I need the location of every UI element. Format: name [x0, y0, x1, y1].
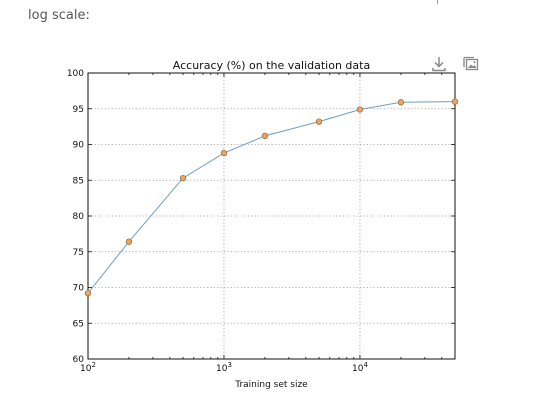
data-point — [261, 132, 269, 140]
chart-axes: 60 65 70 75 80 85 90 95 100 102 103 104 — [67, 69, 456, 374]
data-point — [125, 238, 133, 245]
divider-mark — [437, 0, 438, 4]
y-tick-label: 60 — [73, 355, 85, 365]
data-point — [220, 149, 228, 157]
x-tick-label: 104 — [352, 361, 368, 374]
data-point — [179, 174, 187, 182]
plot-frame — [87, 72, 456, 360]
x-tick-label: 102 — [80, 361, 96, 374]
y-tick-label: 80 — [73, 212, 85, 222]
y-tick-label: 70 — [73, 284, 85, 294]
data-point — [84, 290, 92, 297]
x-tick-label: 103 — [216, 361, 232, 374]
y-tick-label: 75 — [73, 248, 84, 258]
y-tick-label: 95 — [73, 105, 84, 115]
download-icon[interactable] — [428, 53, 450, 75]
chart-title: Accuracy (%) on the validation data — [173, 59, 370, 72]
image-gallery-icon[interactable] — [460, 53, 482, 75]
x-axis-label: Training set size — [234, 380, 308, 390]
data-point — [356, 106, 364, 113]
chart-toolbar — [428, 53, 482, 75]
series-line — [87, 101, 456, 294]
caption-text: log scale: — [28, 8, 90, 23]
y-tick-label: 90 — [73, 141, 85, 151]
y-tick-label: 85 — [73, 176, 84, 186]
data-point — [315, 118, 323, 125]
data-point — [397, 99, 405, 106]
y-tick-label: 100 — [67, 69, 84, 79]
y-tick-label: 65 — [73, 319, 84, 329]
data-point — [451, 98, 459, 105]
chart-gridlines — [88, 73, 455, 359]
chart-series — [84, 98, 459, 297]
